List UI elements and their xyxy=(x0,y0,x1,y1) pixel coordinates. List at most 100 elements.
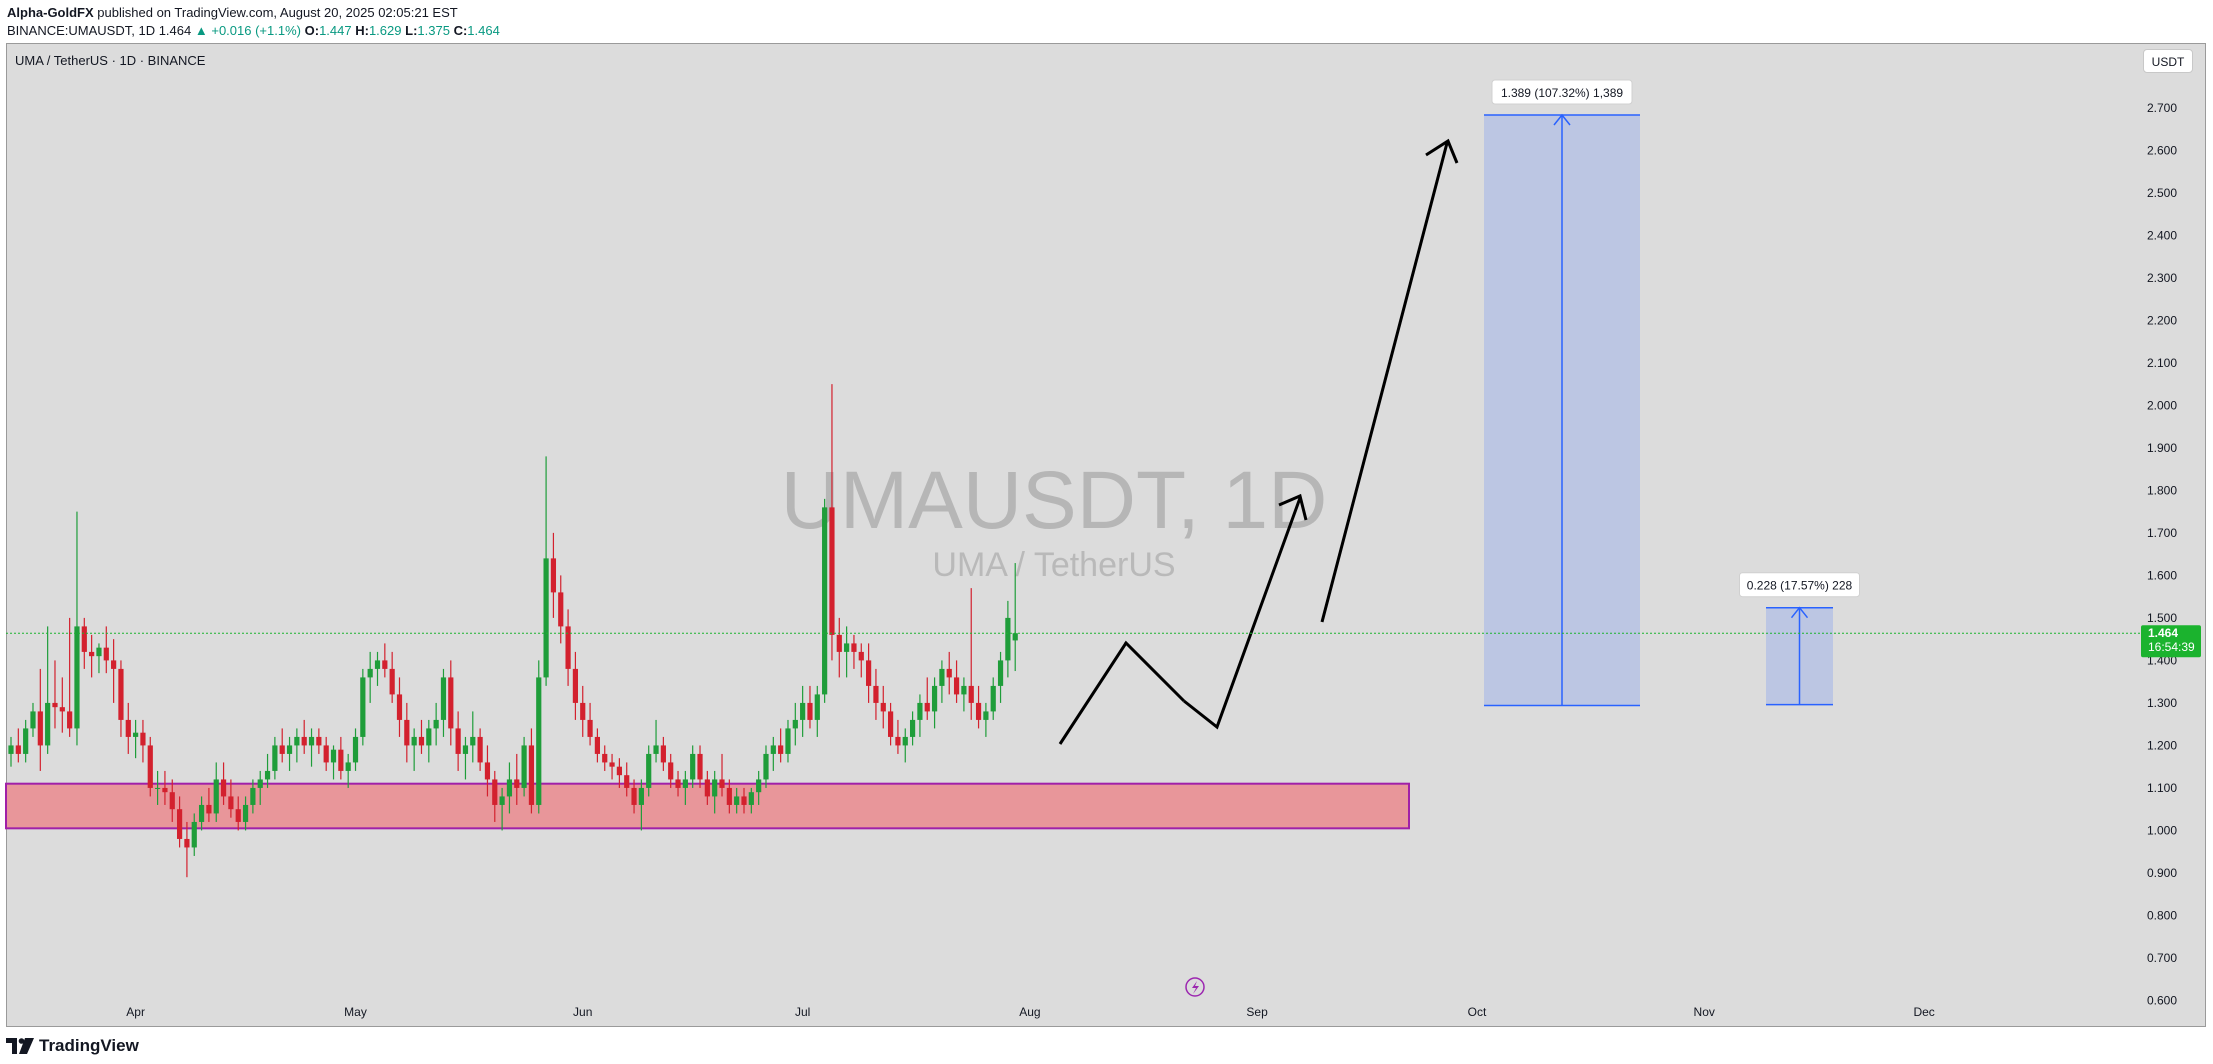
candle xyxy=(411,728,417,771)
candle xyxy=(616,758,622,788)
candle xyxy=(418,719,425,754)
currency-button[interactable]: USDT xyxy=(2143,49,2193,73)
candle xyxy=(931,677,938,729)
candle xyxy=(8,736,14,767)
candle-body xyxy=(983,711,989,720)
candle-body xyxy=(917,702,923,720)
candle xyxy=(866,643,872,703)
candle-body xyxy=(800,702,806,720)
price-axis[interactable]: 0.600 0.700 0.800 0.900 1.000 1.100 1.200 1.300… xyxy=(2147,101,2177,1008)
y-tick-label: 0.800 xyxy=(2147,908,2177,922)
candle-body xyxy=(653,745,659,754)
price-change: ▲ +0.016 (+1.1%) xyxy=(194,23,301,38)
candle xyxy=(800,685,806,737)
candle-body xyxy=(184,838,190,848)
measure-arrowhead xyxy=(1790,606,1809,619)
candle xyxy=(242,796,249,831)
y-tick-label: 1.700 xyxy=(2147,526,2177,540)
candle xyxy=(1005,600,1011,678)
candle xyxy=(924,677,930,720)
candle xyxy=(118,660,124,737)
author-name[interactable]: Alpha-GoldFX xyxy=(7,5,94,20)
candle xyxy=(785,719,791,763)
candle-body xyxy=(89,651,95,657)
y-tick-label: 1.100 xyxy=(2147,781,2177,795)
candle-body xyxy=(191,821,197,848)
candle xyxy=(609,753,615,780)
candle-body xyxy=(499,796,505,805)
y-tick-label: 1.200 xyxy=(2147,738,2177,752)
price-tag-box xyxy=(2141,625,2201,658)
candle xyxy=(521,736,527,797)
pattern-drawing[interactable] xyxy=(1058,640,1186,745)
candle xyxy=(675,770,681,797)
candle xyxy=(484,745,491,797)
y-tick-label: 2.400 xyxy=(2147,228,2177,242)
x-tick-label: Aug xyxy=(1019,1005,1040,1019)
candle-body xyxy=(609,762,615,767)
candle xyxy=(294,728,300,763)
lightning-icon[interactable] xyxy=(1185,977,1205,997)
candle xyxy=(59,677,65,733)
candle xyxy=(719,753,725,797)
candle xyxy=(778,728,784,763)
candle-body xyxy=(162,787,168,793)
chart-area[interactable] xyxy=(6,43,2206,1027)
candle xyxy=(492,770,498,822)
candle-body xyxy=(668,762,674,780)
candle-body xyxy=(822,507,828,695)
candle-body xyxy=(968,685,974,703)
candle xyxy=(360,668,366,746)
candle-body xyxy=(213,779,219,814)
candle xyxy=(653,719,659,763)
candle xyxy=(184,821,190,878)
candle xyxy=(455,711,461,771)
candle-body xyxy=(997,660,1004,686)
candle-body xyxy=(228,796,234,810)
candle-body xyxy=(235,809,241,822)
candle-body xyxy=(330,749,337,763)
candle-body xyxy=(521,745,527,788)
measure-layer: 1.389 (107.32%) 1,389 0.228 (17.57%) 228 xyxy=(1484,79,1860,707)
candle-body xyxy=(286,745,293,754)
candle-body xyxy=(778,745,784,754)
candle-body xyxy=(792,719,798,729)
candle xyxy=(572,651,579,720)
projection-path-large[interactable] xyxy=(1320,142,1449,623)
candle-body xyxy=(374,660,381,669)
time-axis[interactable]: Apr May Jun Jul Aug Sep Oct Nov Dec xyxy=(126,1005,1935,1019)
candle-body xyxy=(103,647,109,661)
candle xyxy=(734,787,740,814)
candle-body xyxy=(176,809,183,839)
projection-path-small[interactable] xyxy=(1183,497,1302,730)
candle-body xyxy=(140,732,146,746)
candle xyxy=(389,651,395,703)
candle-body xyxy=(543,558,549,678)
candle xyxy=(81,617,87,669)
x-tick-label: Apr xyxy=(126,1005,145,1019)
candle-body xyxy=(565,626,571,669)
candle-body xyxy=(602,753,608,763)
published-text: published on TradingView.com, August 20,… xyxy=(97,5,458,20)
candle-body xyxy=(682,779,688,788)
candle-body xyxy=(345,762,351,771)
tradingview-logo[interactable]: TradingView xyxy=(6,1036,139,1056)
candle xyxy=(822,498,828,703)
candle-body xyxy=(492,779,498,805)
candles-layer xyxy=(8,384,1018,878)
candle xyxy=(668,753,674,788)
candle xyxy=(961,677,967,712)
candle-body xyxy=(198,804,205,822)
candle xyxy=(917,694,923,737)
candle-body xyxy=(352,736,359,763)
candle xyxy=(74,511,80,746)
x-tick-label: Oct xyxy=(1468,1005,1487,1019)
candle-body xyxy=(953,677,960,695)
candle-body xyxy=(477,736,483,763)
candle-body xyxy=(909,719,916,737)
candle xyxy=(279,728,285,763)
candle-body xyxy=(946,668,952,678)
high-value: 1.629 xyxy=(368,23,402,38)
candle xyxy=(748,787,754,814)
